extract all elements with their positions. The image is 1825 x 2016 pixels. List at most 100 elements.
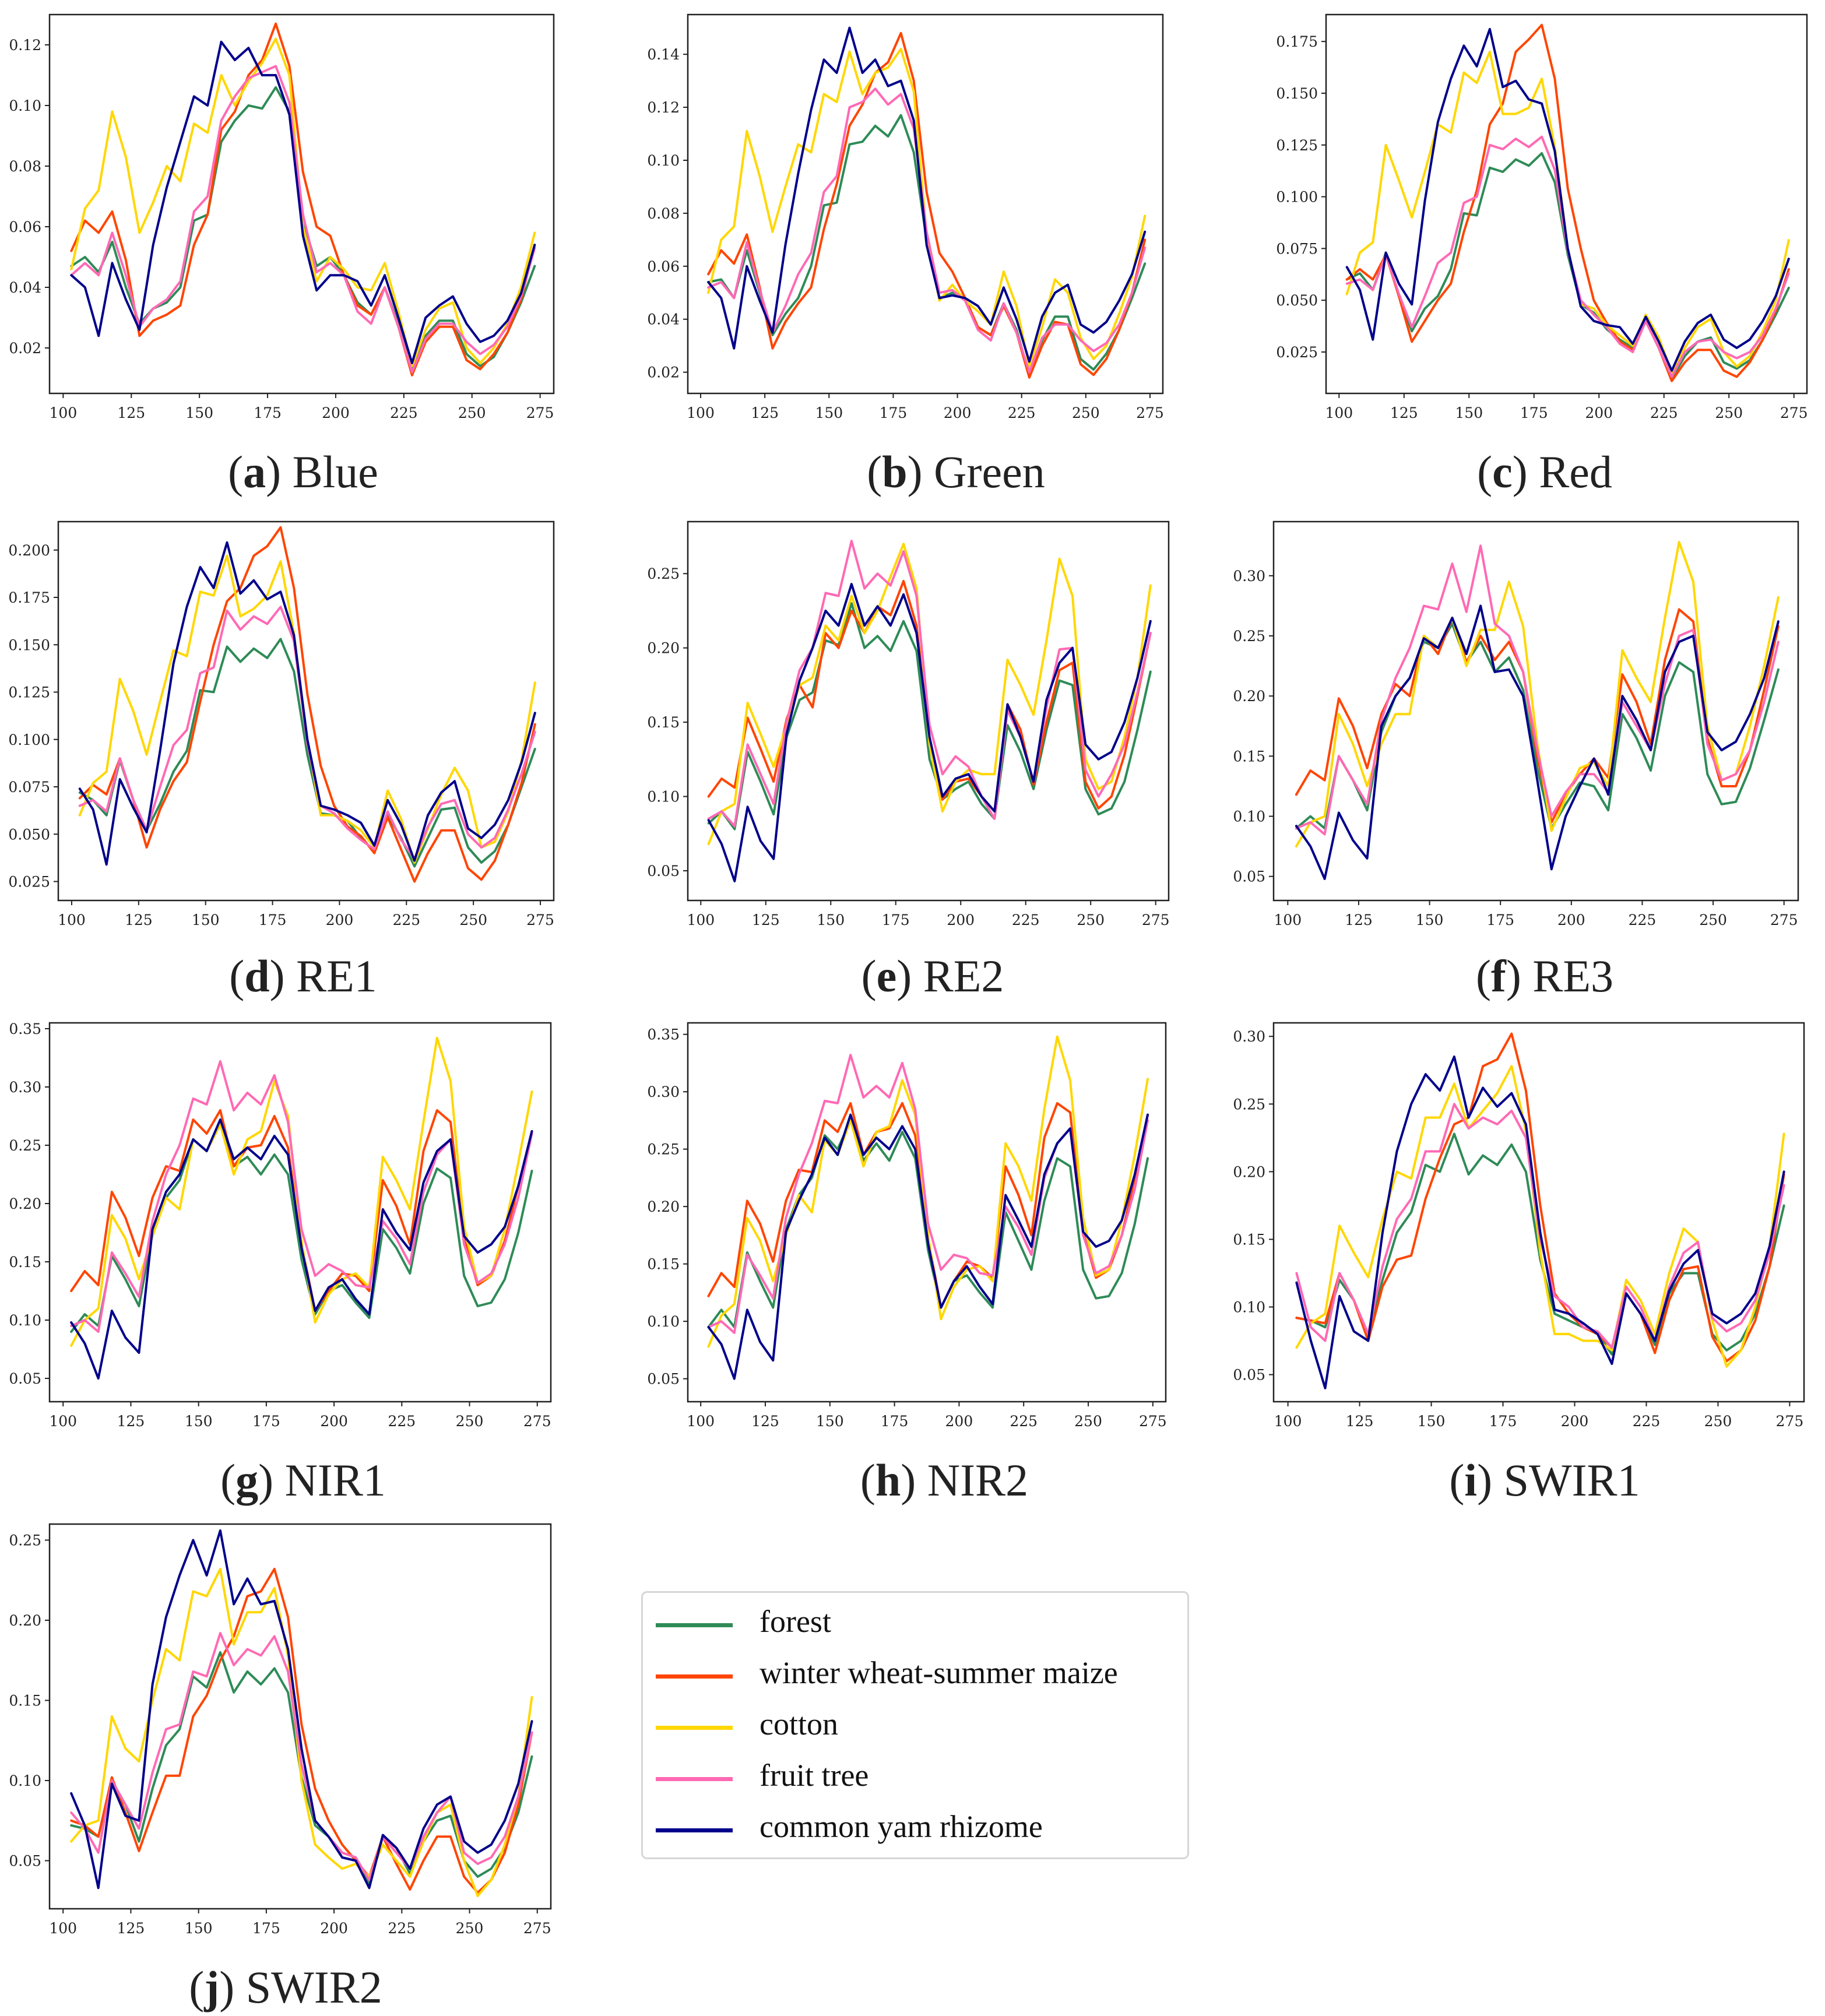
axes-frame-h	[687, 1022, 1167, 1403]
y-tick-label-d: 0.125	[8, 684, 50, 701]
series-line-e-common-yam-rhizome	[707, 583, 1152, 882]
x-tick-label-i-225: 225	[1633, 1413, 1661, 1430]
x-tick-label-i-175: 175	[1489, 1413, 1517, 1430]
caption-h: (h) NIR2	[860, 1455, 1029, 1505]
caption-d-letter: d	[244, 951, 270, 1001]
x-tick-label-d-150: 150	[192, 912, 220, 928]
y-tick-label-e: 0.20	[647, 640, 680, 657]
axes-frame-i	[1272, 1022, 1805, 1403]
series-line-a-winter-wheat-summer-maize	[70, 22, 536, 377]
axes-frame-b	[687, 13, 1164, 395]
legend-item-fruit-tree: fruit tree	[643, 1754, 1187, 1805]
axes-frame-f	[1272, 520, 1799, 902]
y-tick-label-f: 0.05	[1233, 868, 1265, 885]
axes-frame-d	[57, 520, 555, 902]
caption-c: (c) Red	[1477, 446, 1612, 497]
caption-b: (b) Green	[867, 446, 1045, 497]
y-tick-label-c: 0.050	[1276, 292, 1318, 309]
y-tick-label-c: 0.025	[1276, 344, 1318, 361]
legend-label-fruit-tree: fruit tree	[759, 1758, 869, 1793]
y-tick-label-d: 0.150	[8, 636, 50, 653]
x-tick-label-f-125: 125	[1345, 912, 1373, 928]
series-line-e-forest	[707, 602, 1152, 831]
y-tick-label-g: 0.15	[9, 1254, 41, 1271]
y-tick-label-g: 0.10	[9, 1312, 41, 1329]
y-tick-label-h: 0.30	[647, 1083, 680, 1100]
caption-c-name: Red	[1539, 446, 1612, 497]
x-tick-label-c-275: 275	[1780, 404, 1808, 421]
y-tick-label-e: 0.15	[647, 714, 680, 731]
legend-item-forest: forest	[643, 1600, 1187, 1651]
x-tick-label-d-225: 225	[392, 912, 420, 928]
y-tick-label-j: 0.25	[9, 1532, 41, 1549]
y-tick-label-b: 0.08	[647, 205, 680, 222]
y-tick-label-e: 0.10	[647, 789, 680, 805]
x-tick-label-j-275: 275	[523, 1920, 551, 1937]
x-tick-label-c-225: 225	[1650, 404, 1678, 421]
y-tick-label-i: 0.30	[1233, 1028, 1265, 1045]
x-tick-label-f-175: 175	[1486, 912, 1514, 928]
x-tick-label-b-275: 275	[1136, 404, 1164, 421]
x-tick-label-e-150: 150	[817, 912, 845, 928]
caption-j-letter: j	[204, 1962, 220, 2013]
y-tick-label-a: 0.10	[9, 97, 41, 114]
y-tick-label-b: 0.10	[647, 152, 680, 169]
caption-e-letter: e	[876, 951, 897, 1001]
x-tick-label-h-125: 125	[751, 1413, 779, 1430]
x-tick-label-g-275: 275	[523, 1413, 551, 1430]
series-line-i-winter-wheat-summer-maize	[1295, 1032, 1785, 1363]
x-tick-label-e-175: 175	[882, 912, 910, 928]
y-tick-label-b: 0.02	[647, 364, 680, 381]
x-tick-label-a-175: 175	[254, 404, 282, 421]
x-tick-label-e-250: 250	[1077, 912, 1105, 928]
x-tick-label-b-125: 125	[751, 404, 779, 421]
x-tick-label-d-250: 250	[459, 912, 487, 928]
legend-label-common-yam-rhizome: common yam rhizome	[759, 1809, 1043, 1844]
y-tick-label-b: 0.14	[647, 46, 680, 63]
x-tick-label-c-100: 100	[1325, 404, 1353, 421]
legend-label-forest: forest	[759, 1604, 831, 1639]
y-tick-label-a: 0.08	[9, 158, 41, 175]
x-tick-label-j-125: 125	[117, 1920, 145, 1937]
caption-h-name: NIR2	[927, 1455, 1029, 1505]
y-tick-label-g: 0.05	[9, 1370, 41, 1387]
axes-frame-a	[48, 13, 555, 395]
series-line-g-common-yam-rhizome	[70, 1118, 533, 1380]
legend-item-winter-wheat-summer-maize: winter wheat-summer maize	[643, 1651, 1187, 1702]
y-tick-label-j: 0.05	[9, 1853, 41, 1870]
y-tick-label-a: 0.02	[9, 340, 41, 357]
caption-a: (a) Blue	[228, 446, 378, 497]
series-line-b-winter-wheat-summer-maize	[707, 31, 1147, 379]
y-tick-label-f: 0.25	[1233, 628, 1265, 645]
legend-item-cotton: cotton	[643, 1702, 1187, 1754]
y-tick-label-c: 0.075	[1276, 240, 1318, 257]
y-tick-label-a: 0.04	[9, 279, 41, 296]
x-tick-label-d-275: 275	[526, 912, 554, 928]
y-tick-label-c: 0.125	[1276, 137, 1318, 154]
x-tick-label-i-150: 150	[1418, 1413, 1446, 1430]
x-tick-label-h-150: 150	[816, 1413, 844, 1430]
x-tick-label-h-200: 200	[945, 1413, 973, 1430]
y-tick-label-d: 0.075	[8, 779, 50, 796]
axes-frame-j	[48, 1523, 552, 1910]
y-tick-label-h: 0.15	[647, 1256, 680, 1273]
x-tick-label-a-125: 125	[117, 404, 145, 421]
axes-frame-g	[48, 1022, 552, 1403]
chart-j: 100 125 150 175 200 225 250 275 0.05 0.10 0.15 0.20…	[9, 1523, 552, 1937]
y-tick-label-h: 0.25	[647, 1141, 680, 1158]
x-tick-label-j-175: 175	[252, 1920, 280, 1937]
caption-b-letter: b	[882, 446, 908, 497]
legend-item-common-yam-rhizome: common yam rhizome	[643, 1805, 1187, 1856]
caption-g-letter: g	[235, 1455, 259, 1505]
x-tick-label-f-100: 100	[1274, 912, 1302, 928]
series-line-d-common-yam-rhizome	[78, 541, 536, 866]
axes-frame-c	[1325, 13, 1808, 395]
x-tick-label-a-100: 100	[50, 404, 78, 421]
x-tick-label-g-200: 200	[320, 1413, 348, 1430]
caption-a-letter: a	[243, 446, 266, 497]
x-tick-label-c-175: 175	[1520, 404, 1548, 421]
x-tick-label-g-125: 125	[117, 1413, 145, 1430]
caption-g: (g) NIR1	[220, 1455, 386, 1505]
x-tick-label-j-100: 100	[49, 1920, 77, 1937]
